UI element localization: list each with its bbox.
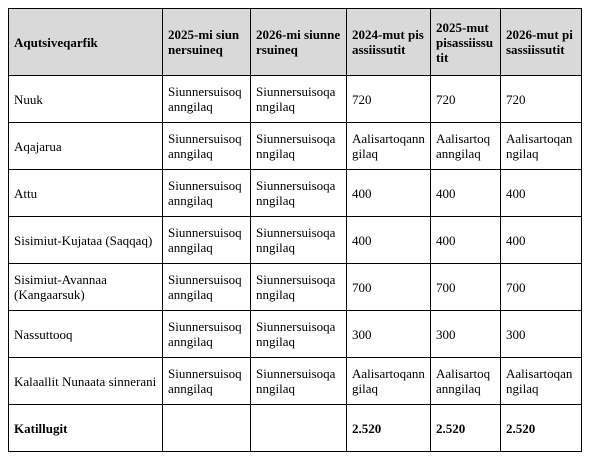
table-row: Nuuk Siunnersuisoqanngilaq Siunnersuisoqan…: [8, 75, 582, 123]
pisassiissutit-table: Aqutsiveqarfik 2025-mi siunnersuineq 2026-…: [8, 8, 582, 452]
value-cell: Siunnersuisoqanngilaq: [162, 310, 251, 358]
total-row: Katillugit 2.520 2.520 2.520: [8, 404, 582, 452]
empty-cell: [250, 404, 347, 452]
value-cell: Aalisartoqanngilaq: [430, 357, 501, 405]
value-cell: Siunnersuisoqanngilaq: [162, 216, 251, 264]
table-row: Nassuttooq Siunnersuisoqanngilaq Siunnersu…: [8, 310, 582, 358]
total-value: 2.520: [430, 404, 501, 452]
value-cell: 700: [430, 263, 501, 311]
header-cell: 2025-mut pisassiissutit: [430, 8, 501, 76]
value-cell: Siunnersuisoqanngilaq: [162, 75, 251, 123]
value-cell: Siunnersuisoqanngilaq: [250, 263, 347, 311]
value-cell: 700: [500, 263, 582, 311]
value-cell: Siunnersuisoqanngilaq: [250, 169, 347, 217]
table-row: Aqajarua Siunnersuisoqanngilaq Siunnersuis…: [8, 122, 582, 170]
total-value: 2.520: [500, 404, 582, 452]
value-cell: 400: [430, 216, 501, 264]
table-row: Sisimiut-Avannaa (Kangaarsuk) Siunnersuis…: [8, 263, 582, 311]
value-cell: Siunnersuisoqanngilaq: [250, 310, 347, 358]
value-cell: 720: [500, 75, 582, 123]
area-cell: Attu: [8, 169, 163, 217]
area-cell: Aqajarua: [8, 122, 163, 170]
value-cell: Siunnersuisoqanngilaq: [162, 357, 251, 405]
value-cell: 400: [346, 216, 431, 264]
area-cell: Sisimiut-Avannaa (Kangaarsuk): [8, 263, 163, 311]
area-cell: Sisimiut-Kujataa (Saqqaq): [8, 216, 163, 264]
area-cell: Nuuk: [8, 75, 163, 123]
value-cell: Siunnersuisoqanngilaq: [162, 263, 251, 311]
value-cell: 400: [500, 216, 582, 264]
table-body: Nuuk Siunnersuisoqanngilaq Siunnersuisoqan…: [8, 75, 582, 452]
total-value: 2.520: [346, 404, 431, 452]
value-cell: 300: [346, 310, 431, 358]
value-cell: Siunnersuisoqanngilaq: [250, 357, 347, 405]
area-cell: Kalaallit Nunaata sinnerani: [8, 357, 163, 405]
header-cell: 2024-mut pisassiissutit: [346, 8, 431, 76]
value-cell: Aalisartoqanngilaq: [346, 357, 431, 405]
table-row: Attu Siunnersuisoqanngilaq Siunnersuisoqan…: [8, 169, 582, 217]
value-cell: 400: [346, 169, 431, 217]
table-row: Kalaallit Nunaata sinnerani Siunnersuisoq…: [8, 357, 582, 405]
table-row: Sisimiut-Kujataa (Saqqaq) Siunnersuisoqan…: [8, 216, 582, 264]
value-cell: Siunnersuisoqanngilaq: [250, 122, 347, 170]
value-cell: Siunnersuisoqanngilaq: [250, 216, 347, 264]
total-label: Katillugit: [8, 404, 163, 452]
value-cell: 300: [500, 310, 582, 358]
value-cell: Aalisartoqanngilaq: [430, 122, 501, 170]
value-cell: 300: [430, 310, 501, 358]
value-cell: Aalisartoqanngilaq: [500, 122, 582, 170]
header-cell: 2025-mi siunnersuineq: [162, 8, 251, 76]
value-cell: Aalisartoqanngilaq: [500, 357, 582, 405]
header-cell: Aqutsiveqarfik: [8, 8, 163, 76]
header-row: Aqutsiveqarfik 2025-mi siunnersuineq 2026-…: [8, 8, 582, 76]
value-cell: 720: [430, 75, 501, 123]
header-cell: 2026-mi siunnersuineq: [250, 8, 347, 76]
empty-cell: [162, 404, 251, 452]
value-cell: 720: [346, 75, 431, 123]
value-cell: 700: [346, 263, 431, 311]
value-cell: 400: [430, 169, 501, 217]
value-cell: 400: [500, 169, 582, 217]
value-cell: Siunnersuisoqanngilaq: [250, 75, 347, 123]
value-cell: Aalisartoqanngilaq: [346, 122, 431, 170]
value-cell: Siunnersuisoqanngilaq: [162, 169, 251, 217]
header-cell: 2026-mut pisassiissutit: [500, 8, 582, 76]
area-cell: Nassuttooq: [8, 310, 163, 358]
value-cell: Siunnersuisoqanngilaq: [162, 122, 251, 170]
